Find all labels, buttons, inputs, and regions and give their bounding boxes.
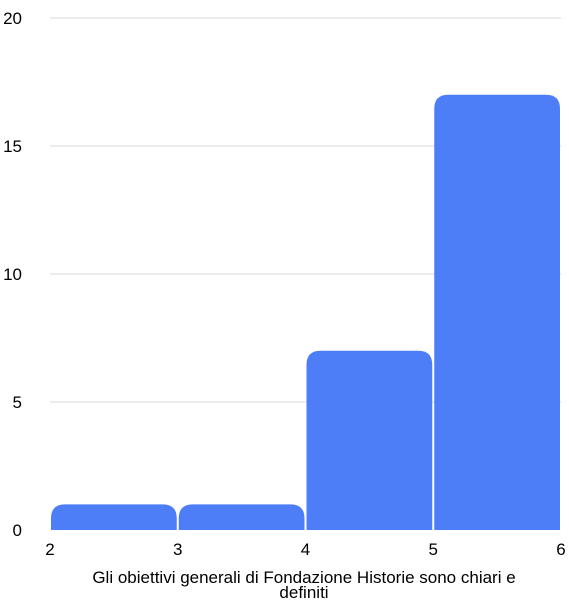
bar-5-6 — [434, 94, 560, 531]
bars — [51, 94, 560, 531]
x-tick-label-5: 5 — [429, 540, 438, 559]
y-tick-label-20: 20 — [3, 9, 22, 28]
x-tick-label-4: 4 — [301, 540, 310, 559]
x-tick-labels: 2 3 4 5 6 — [45, 540, 565, 559]
y-tick-label-5: 5 — [13, 393, 22, 412]
x-tick-label-2: 2 — [45, 540, 54, 559]
x-tick-label-6: 6 — [556, 540, 565, 559]
x-axis-title-line-1: Gli obiettivi generali di Fondazione His… — [92, 568, 515, 587]
y-tick-label-10: 10 — [3, 265, 22, 284]
x-tick-label-3: 3 — [173, 540, 182, 559]
bar-2-3 — [51, 504, 177, 530]
y-tick-labels: 0 5 10 15 20 — [3, 9, 22, 540]
y-tick-label-15: 15 — [3, 137, 22, 156]
bar-4-5 — [306, 350, 433, 530]
bar-3-4 — [178, 504, 305, 530]
y-tick-label-0: 0 — [13, 521, 22, 540]
x-axis-title-line-2: definiti — [279, 583, 328, 600]
